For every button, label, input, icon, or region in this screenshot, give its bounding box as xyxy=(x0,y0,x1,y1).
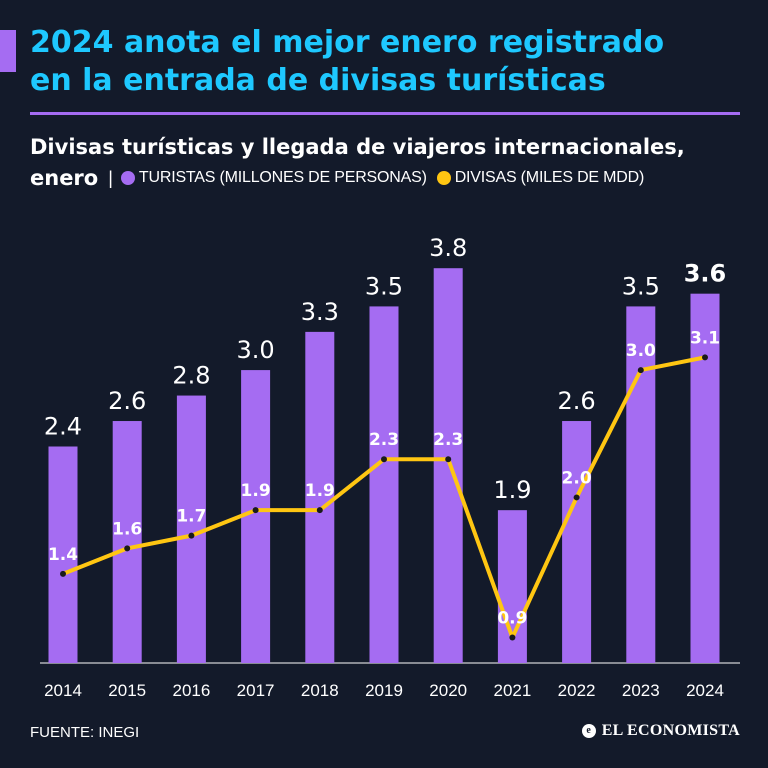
legend-turistas-dot-icon xyxy=(120,171,135,185)
headline-line-2: en la entrada de divisas turísticas xyxy=(30,63,606,98)
line-label-2014: 1.4 xyxy=(48,545,78,565)
bar-turistas-2014 xyxy=(48,446,78,663)
x-tick-2020: 2020 xyxy=(429,681,467,700)
bar-label-2020: 3.8 xyxy=(429,234,467,262)
legend-divisas-label: DIVISAS (MILES DE MDD) xyxy=(454,169,645,186)
point-divisas-2023 xyxy=(637,367,644,374)
point-divisas-2022 xyxy=(573,494,580,501)
bar-label-2016: 2.8 xyxy=(172,362,210,390)
x-tick-2022: 2022 xyxy=(558,681,596,700)
bar-label-2024: 3.6 xyxy=(684,260,727,288)
x-tick-2017: 2017 xyxy=(237,681,275,700)
x-tick-2016: 2016 xyxy=(172,681,210,700)
line-label-2018: 1.9 xyxy=(305,481,335,501)
bar-turistas-2017 xyxy=(241,370,271,663)
headline-divider xyxy=(30,112,740,115)
line-label-2024: 3.1 xyxy=(690,328,720,348)
point-divisas-2017 xyxy=(252,507,259,514)
legend-divisas-dot-icon xyxy=(436,171,451,185)
bar-label-2019: 3.5 xyxy=(365,272,403,300)
x-tick-2023: 2023 xyxy=(622,681,660,700)
bar-turistas-2022 xyxy=(562,421,592,663)
headline: 2024 anota el mejor enero registrado en … xyxy=(30,24,750,100)
bar-turistas-2018 xyxy=(305,331,335,663)
brand-name: EL ECONOMISTA xyxy=(601,722,740,739)
point-divisas-2014 xyxy=(60,570,66,577)
subtitle-legend-row: enero | TURISTAS (MILLONES DE PERSONAS) … xyxy=(30,166,760,190)
point-divisas-2015 xyxy=(124,545,131,552)
bar-turistas-2019 xyxy=(369,306,399,663)
x-tick-2019: 2019 xyxy=(365,681,403,700)
bar-turistas-2023 xyxy=(626,306,656,663)
bar-turistas-2020 xyxy=(433,268,463,663)
x-tick-2015: 2015 xyxy=(108,681,146,700)
source-note: FUENTE: INEGI xyxy=(30,724,140,741)
line-label-2017: 1.9 xyxy=(241,481,271,501)
x-tick-2024: 2024 xyxy=(686,681,724,700)
bar-label-2018: 3.3 xyxy=(301,298,339,326)
line-label-2023: 3.0 xyxy=(626,341,656,361)
line-label-2015: 1.6 xyxy=(112,519,142,539)
bar-label-2014: 2.4 xyxy=(44,413,82,441)
x-tick-2021: 2021 xyxy=(493,681,531,700)
bar-label-2017: 3.0 xyxy=(237,336,275,364)
point-divisas-2021 xyxy=(509,634,516,641)
x-tick-2014: 2014 xyxy=(44,681,82,700)
legend-turistas-label: TURISTAS (MILLONES DE PERSONAS) xyxy=(138,169,427,186)
point-divisas-2020 xyxy=(445,456,452,463)
bar-turistas-2024 xyxy=(690,293,720,663)
bar-label-2015: 2.6 xyxy=(108,387,146,415)
e-icon: e xyxy=(581,724,596,738)
bar-label-2021: 1.9 xyxy=(493,476,531,504)
brand-logo: e EL ECONOMISTA xyxy=(581,722,740,740)
bar-label-2022: 2.6 xyxy=(558,387,596,415)
line-label-2016: 1.7 xyxy=(176,507,206,527)
point-divisas-2019 xyxy=(381,456,387,463)
point-divisas-2016 xyxy=(188,532,195,539)
x-tick-2018: 2018 xyxy=(301,681,339,700)
point-divisas-2018 xyxy=(316,507,323,514)
subtitle-separator: | xyxy=(108,167,113,188)
point-divisas-2024 xyxy=(702,354,708,361)
bar-turistas-2016 xyxy=(176,395,206,663)
chart-subtitle: Divisas turísticas y llegada de viajeros… xyxy=(30,135,685,159)
headline-line-1: 2024 anota el mejor enero registrado xyxy=(30,25,665,60)
bar-turistas-2015 xyxy=(112,421,142,663)
line-label-2019: 2.3 xyxy=(369,430,399,450)
bar-label-2023: 3.5 xyxy=(622,272,660,300)
line-label-2021: 0.9 xyxy=(497,609,527,629)
subtitle-month: enero xyxy=(30,166,99,190)
line-label-2022: 2.0 xyxy=(562,468,592,488)
accent-block xyxy=(0,30,16,72)
line-label-2020: 2.3 xyxy=(433,430,463,450)
